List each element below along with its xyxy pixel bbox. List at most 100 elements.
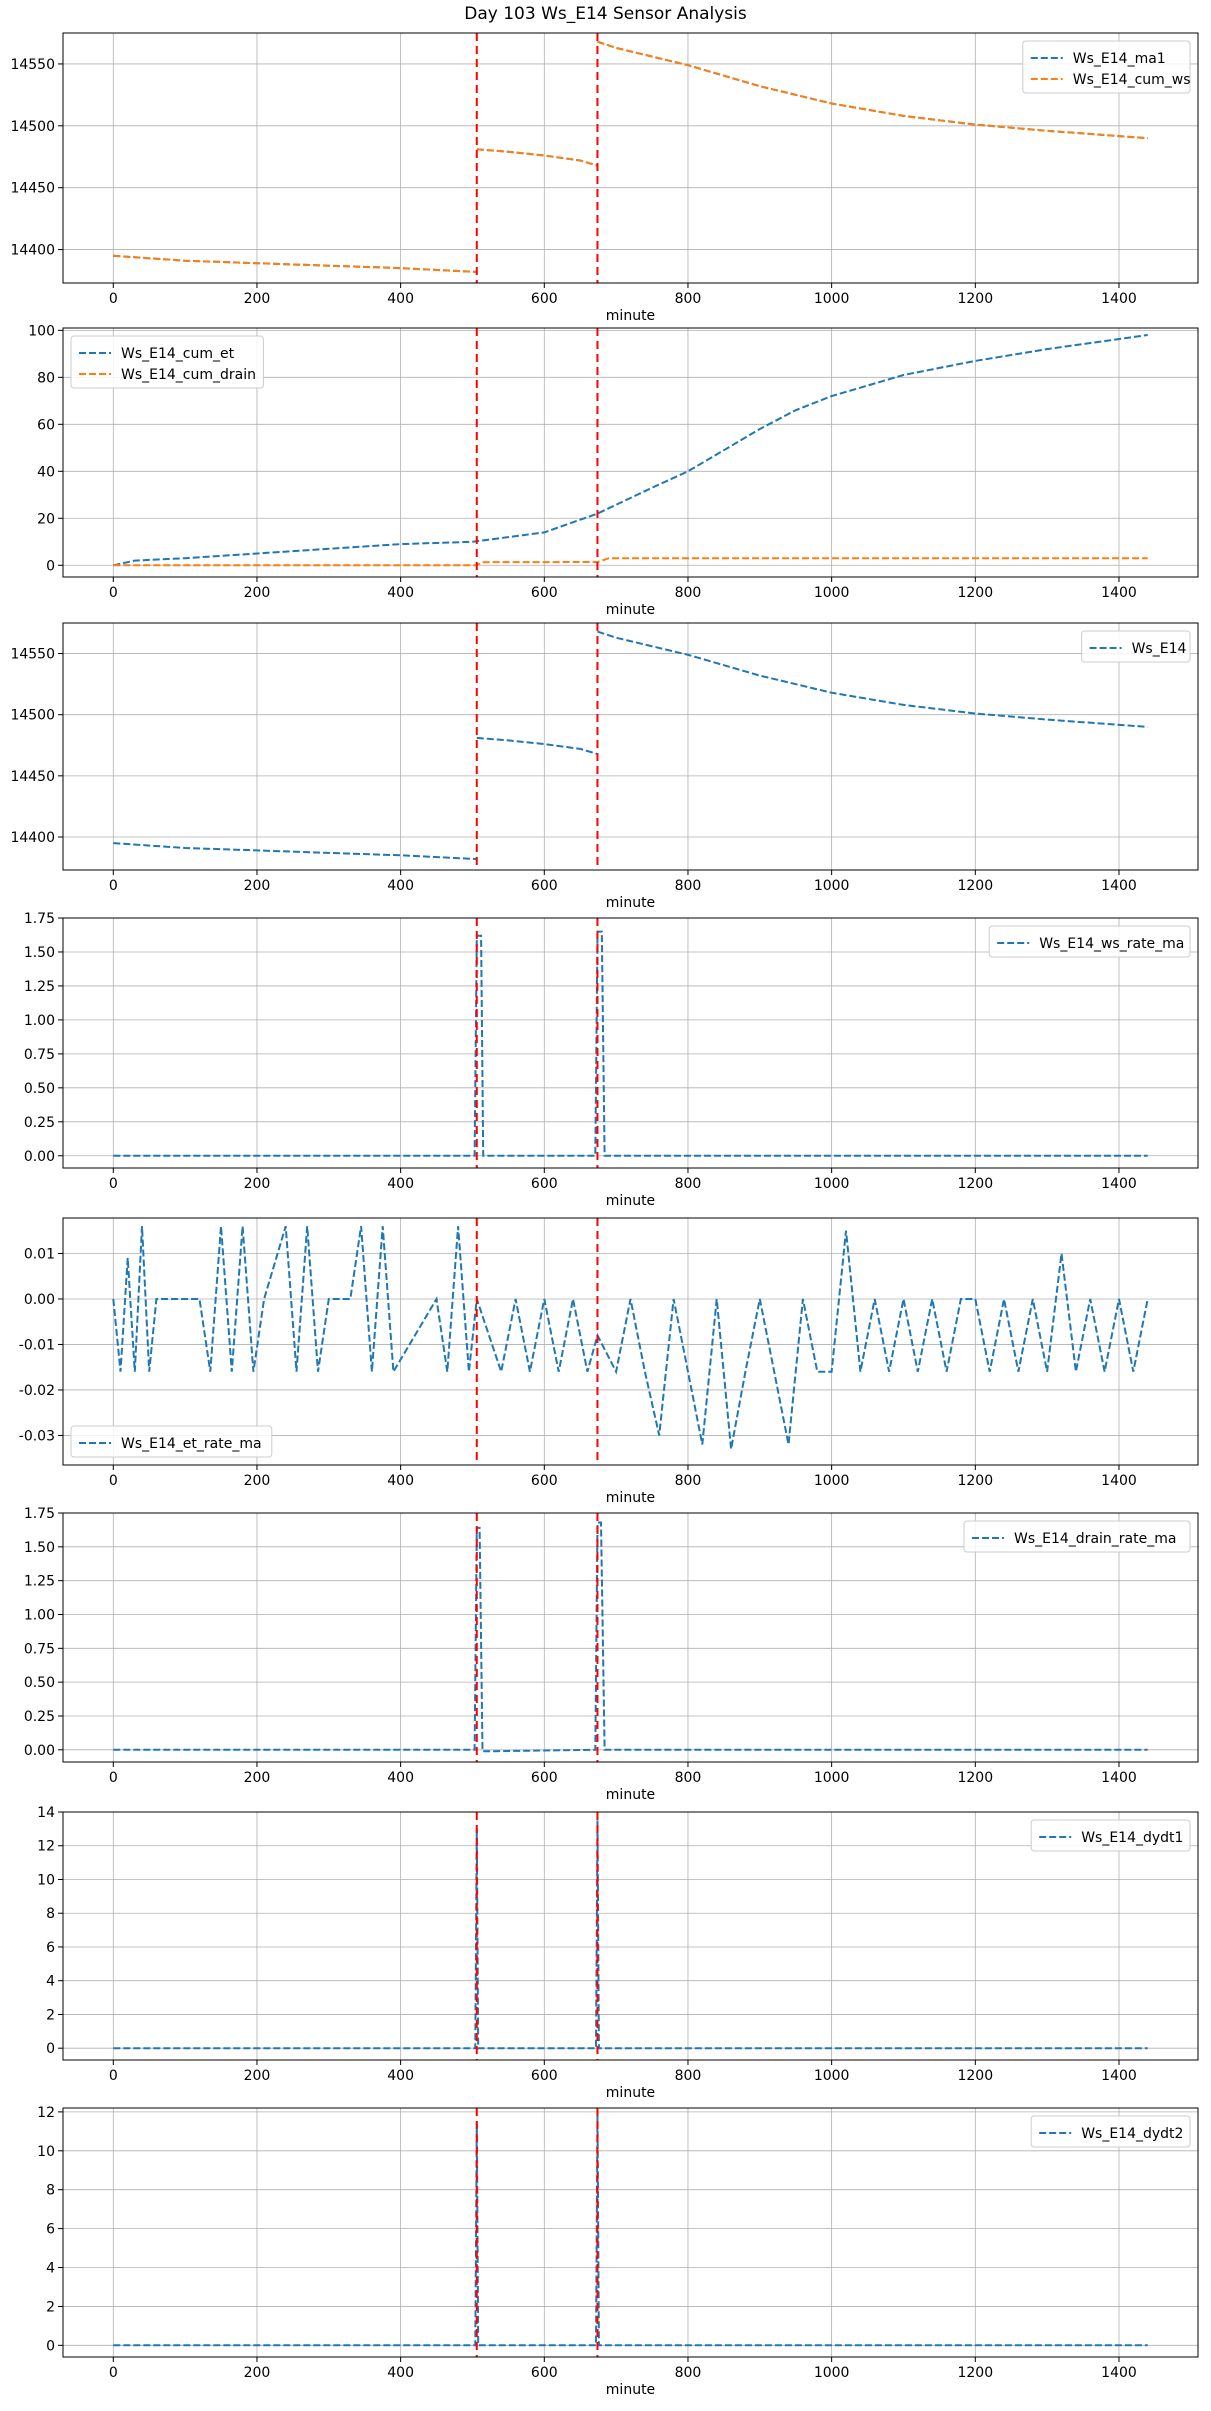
y-tick-label: 0.25	[24, 1115, 55, 1131]
x-tick-label: 1000	[814, 2068, 850, 2084]
x-tick-label: 200	[244, 291, 271, 307]
x-tick-label: 200	[244, 878, 271, 894]
chart-panel-2: 0 200 400 600 800 1000 1200 1400 0 20 40 60 80 100 min…	[28, 323, 1199, 618]
y-tick-label: -0.03	[19, 1428, 55, 1444]
x-tick-label: 600	[531, 878, 558, 894]
legend-entry: Ws_E14_ws_rate_ma	[1039, 936, 1184, 952]
x-tick-label: 1000	[814, 1176, 850, 1192]
legend-box	[988, 925, 1191, 958]
x-axis-label: minute	[606, 895, 655, 911]
y-tick-label: 0.01	[24, 1246, 55, 1262]
x-tick-label: 600	[531, 291, 558, 307]
y-tick-label: -0.01	[19, 1337, 55, 1353]
x-tick-label: 600	[531, 2365, 558, 2381]
x-tick-label: 1000	[814, 2365, 850, 2381]
axes-frame	[62, 1811, 1199, 2061]
legend: Ws_E14_cum_et Ws_E14_cum_drain	[70, 335, 264, 389]
x-tick-label: 600	[531, 1770, 558, 1786]
x-tick-label: 400	[387, 585, 414, 601]
legend-entry: Ws_E14_cum_et	[121, 346, 235, 362]
x-tick-label: 1200	[957, 2365, 993, 2381]
axes-frame	[62, 2107, 1199, 2358]
y-tick-label: 60	[37, 417, 55, 433]
legend-entry: Ws_E14	[1132, 641, 1187, 657]
y-tick-label: 0	[46, 2041, 55, 2057]
x-tick-label: 0	[109, 1770, 118, 1786]
x-tick-label: 800	[675, 1176, 702, 1192]
legend-entry: Ws_E14_drain_rate_ma	[1014, 1531, 1176, 1547]
y-tick-label: 2	[46, 2007, 55, 2023]
x-tick-label: 1000	[814, 1770, 850, 1786]
y-tick-label: 1.00	[24, 1013, 55, 1029]
x-tick-label: 800	[675, 1770, 702, 1786]
legend-entry: Ws_E14_et_rate_ma	[121, 1436, 262, 1452]
series-line-Ws_E14_dydt1	[113, 1820, 1148, 2050]
x-tick-label: 200	[244, 1473, 271, 1489]
x-tick-label: 200	[244, 1176, 271, 1192]
legend-box	[1030, 2115, 1191, 2148]
legend: Ws_E14	[1081, 630, 1191, 663]
y-tick-label: 1.25	[24, 979, 55, 995]
axes-frame	[62, 622, 1199, 871]
y-tick-label: 0	[46, 2338, 55, 2354]
y-tick-label: 1.75	[24, 911, 55, 927]
x-tick-label: 400	[387, 1770, 414, 1786]
x-tick-label: 0	[109, 1176, 118, 1192]
x-axis-label: minute	[606, 602, 655, 618]
x-tick-label: 400	[387, 1176, 414, 1192]
figure-title: Day 103 Ws_E14 Sensor Analysis	[464, 4, 747, 24]
y-tick-label: 1.75	[24, 1506, 55, 1522]
y-tick-label: 0.00	[24, 1149, 55, 1165]
legend-box	[963, 1520, 1191, 1553]
chart-panel-6: 0 200 400 600 800 1000 1200 1400 0.00 0.25 0.50 0.7…	[24, 1506, 1199, 1803]
x-tick-label: 400	[387, 291, 414, 307]
x-tick-label: 0	[109, 585, 118, 601]
axes-frame	[62, 1217, 1199, 1466]
series-line-Ws_E14_et_rate_ma	[112, 1225, 1149, 1450]
x-tick-label: 400	[387, 2365, 414, 2381]
y-tick-label: 14500	[10, 119, 55, 135]
y-tick-label: 2	[46, 2299, 55, 2315]
y-tick-label: 8	[46, 1906, 55, 1922]
y-tick-label: -0.02	[19, 1383, 55, 1399]
x-axis-label: minute	[606, 308, 655, 324]
legend-entry: Ws_E14_dydt2	[1081, 2126, 1183, 2142]
x-tick-label: 1400	[1101, 2068, 1137, 2084]
series-line-Ws_E14_cum_ws	[597, 40, 1148, 140]
chart-panel-5: 0 200 400 600 800 1000 1200 1400 -0.03 -0.02 -0.01…	[19, 1217, 1199, 1506]
y-tick-label: 0.00	[24, 1743, 55, 1759]
legend-box	[1030, 1819, 1191, 1852]
y-tick-label: 20	[37, 511, 55, 527]
y-tick-label: 0.50	[24, 1675, 55, 1691]
legend-box	[70, 335, 264, 389]
x-tick-label: 1400	[1101, 1473, 1137, 1489]
y-tick-label: 80	[37, 370, 55, 386]
x-tick-label: 600	[531, 1176, 558, 1192]
series-line-Ws_E14_ma1	[476, 148, 597, 167]
series-line-Ws_E14_cum_et	[113, 334, 1148, 567]
x-tick-label: 400	[387, 1473, 414, 1489]
x-tick-label: 1000	[814, 585, 850, 601]
y-tick-label: 14400	[10, 830, 55, 846]
x-axis-label: minute	[606, 1787, 655, 1803]
y-tick-label: 4	[46, 2261, 55, 2277]
chart-panel-8: 0 200 400 600 800 1000 1200 1400 0 2 4 6 8 10 12 minute…	[37, 2105, 1199, 2398]
chart-panel-1: 0 200 400 600 800 1000 1200 1400 14400 14450 14500…	[10, 32, 1199, 324]
x-tick-label: 1200	[957, 2068, 993, 2084]
x-tick-label: 1400	[1101, 291, 1137, 307]
y-tick-label: 1.25	[24, 1574, 55, 1590]
y-tick-label: 10	[37, 2144, 55, 2160]
y-tick-label: 0.00	[24, 1292, 55, 1308]
y-tick-label: 40	[37, 464, 55, 480]
x-tick-label: 1000	[814, 1473, 850, 1489]
legend: Ws_E14_et_rate_ma	[70, 1425, 273, 1458]
x-tick-label: 0	[109, 878, 118, 894]
legend: Ws_E14_ma1 Ws_E14_cum_ws	[1022, 40, 1191, 94]
x-tick-label: 1400	[1101, 585, 1137, 601]
x-axis-label: minute	[606, 2382, 655, 2398]
x-axis-label: minute	[606, 1490, 655, 1506]
legend-entry: Ws_E14_cum_drain	[121, 367, 256, 383]
y-tick-label: 1.50	[24, 945, 55, 961]
legend: Ws_E14_ws_rate_ma	[988, 925, 1191, 958]
x-axis-label: minute	[606, 1193, 655, 1209]
